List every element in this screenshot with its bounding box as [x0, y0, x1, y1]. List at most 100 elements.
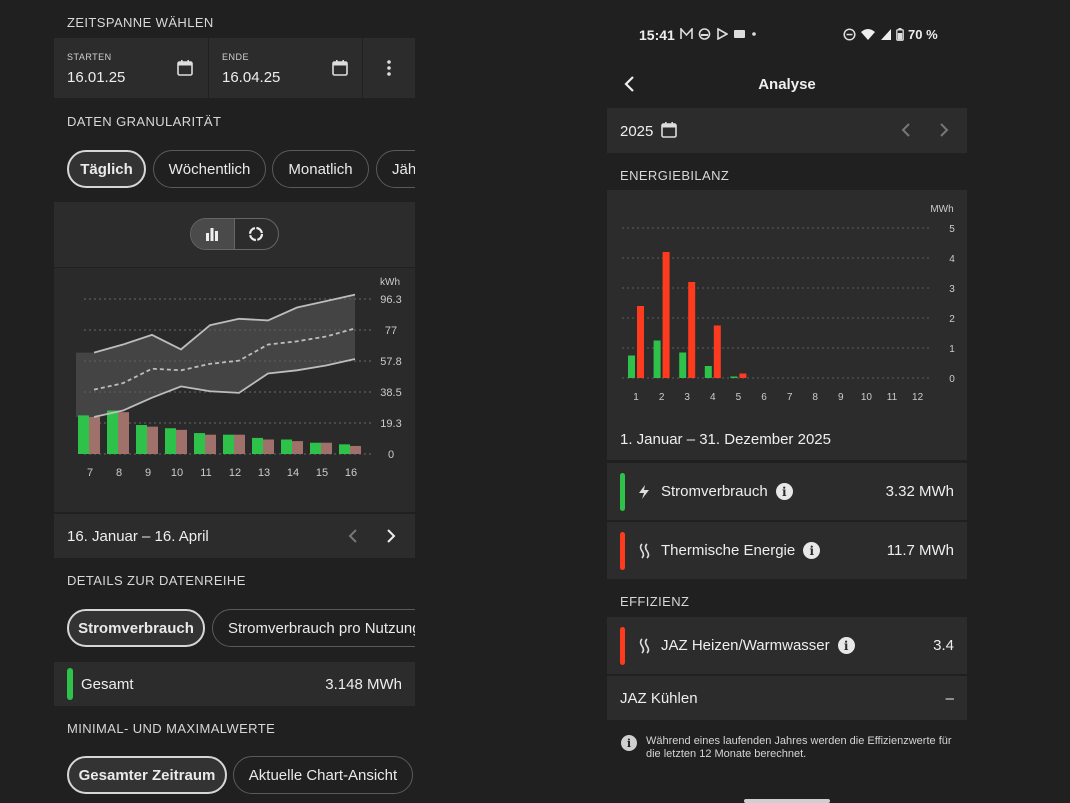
chevron-right-icon[interactable]: [384, 528, 398, 544]
calendar-icon[interactable]: [660, 121, 678, 139]
range-band: [76, 294, 355, 417]
jaz-heating-row[interactable]: JAZ Heizen/Warmwasser i 3.4: [607, 617, 967, 674]
bar-series-a: [310, 442, 321, 454]
info-icon[interactable]: i: [775, 483, 793, 500]
bar-series-b: [263, 439, 274, 454]
granularity-chips: Täglich Wöchentlich Monatlich Jäh: [54, 150, 415, 190]
minmax-title: MINIMAL- UND MAXIMALWERTE: [67, 721, 276, 736]
y-tick-label: 0: [388, 449, 394, 461]
x-tick-label: 15: [316, 467, 328, 479]
status-system-icons: 70 %: [843, 27, 938, 42]
year-selector: 2025: [607, 108, 967, 153]
bar-thermal: [713, 325, 721, 378]
heat-waves-icon: [639, 542, 650, 559]
x-tick-label: 8: [812, 392, 818, 403]
bar-thermal: [688, 282, 696, 378]
x-tick-label: 5: [736, 392, 742, 403]
bar-power: [730, 376, 738, 378]
signal-icon: [881, 29, 891, 40]
bar-power: [653, 340, 661, 378]
x-tick-label: 2: [659, 392, 665, 403]
bar-power: [628, 355, 635, 378]
jaz-cooling-label: JAZ Kühlen: [620, 689, 698, 707]
chevron-left-icon[interactable]: [899, 122, 913, 138]
chip-daily[interactable]: Täglich: [67, 150, 146, 188]
back-arrow-icon[interactable]: [622, 75, 636, 93]
series-title: DETAILS ZUR DATENREIHE: [67, 573, 246, 588]
calendar-icon[interactable]: [176, 59, 194, 77]
start-value: 16.01.25: [67, 69, 126, 86]
green-indicator: [620, 472, 625, 511]
more-menu-button[interactable]: [363, 38, 415, 98]
x-tick-label: 3: [684, 392, 690, 403]
jaz-heating-label: JAZ Heizen/Warmwasser: [661, 637, 830, 654]
bar-series-a: [136, 425, 147, 454]
chip-weekly[interactable]: Wöchentlich: [153, 150, 266, 188]
y-axis-unit: kWh: [380, 277, 400, 288]
x-tick-label: 10: [171, 467, 183, 479]
bar-series-b: [205, 434, 216, 454]
bar-series-a: [194, 433, 205, 454]
granularity-title: DATEN GRANULARITÄT: [67, 114, 222, 129]
green-indicator: [67, 668, 73, 700]
x-tick-label: 8: [116, 467, 122, 479]
chip-power-per-use[interactable]: Stromverbrauch pro Nutzung: [212, 609, 415, 647]
info-icon[interactable]: i: [803, 542, 821, 559]
chip-monthly[interactable]: Monatlich: [272, 150, 369, 188]
power-value: 3.32 MWh: [885, 483, 954, 500]
chip-power-consumption[interactable]: Stromverbrauch: [67, 609, 205, 647]
bar-chart-icon: [206, 228, 219, 241]
chevron-left-icon[interactable]: [346, 528, 360, 544]
chevron-right-icon[interactable]: [937, 122, 951, 138]
home-indicator: [744, 799, 830, 803]
x-tick-label: 14: [287, 467, 299, 479]
thermal-value: 11.7 MWh: [886, 542, 954, 559]
line-series: [93, 293, 356, 354]
power-row[interactable]: Stromverbrauch i 3.32 MWh: [607, 463, 967, 520]
start-date-field[interactable]: STARTEN 16.01.25: [54, 38, 208, 98]
x-tick-label: 6: [761, 392, 767, 403]
bar-series-a: [107, 410, 118, 454]
bar-power: [679, 352, 687, 378]
y-tick-label: 38.5: [380, 387, 401, 399]
consumption-chart-panel: kWh 96.3 77 57.8 38.5 19.3 0 7 8 9 10 11 12 13 14 15 16: [54, 268, 415, 512]
y-tick-label: 19.3: [380, 418, 401, 430]
donut-chart-toggle[interactable]: [235, 219, 279, 249]
app-icon: [698, 28, 711, 40]
thermal-row[interactable]: Thermische Energie i 11.7 MWh: [607, 522, 967, 579]
year-value[interactable]: 2025: [620, 123, 654, 140]
jaz-cooling-value: –: [945, 689, 954, 707]
bar-series-b: [350, 445, 361, 454]
x-tick-label: 1: [633, 392, 639, 403]
chip-full-period[interactable]: Gesamter Zeitraum: [67, 756, 227, 794]
do-not-disturb-icon: [843, 28, 856, 41]
period-label: 16. Januar – 16. April: [67, 528, 209, 545]
bar-series-b: [176, 429, 187, 454]
status-time: 15:41: [639, 27, 675, 43]
start-label: STARTEN: [67, 52, 112, 62]
efficiency-title: EFFIZIENZ: [620, 594, 690, 609]
bar-series-a: [339, 444, 350, 454]
bar-series-a: [281, 439, 292, 454]
red-indicator: [620, 626, 625, 665]
bar-chart-toggle[interactable]: [191, 219, 235, 249]
bar-thermal: [662, 252, 670, 378]
info-icon[interactable]: i: [837, 637, 855, 654]
time-range-title: ZEITSPANNE WÄHLEN: [67, 15, 214, 30]
mail-icon: [680, 28, 693, 39]
bar-series-b: [292, 441, 303, 454]
bar-power: [704, 366, 712, 378]
chip-yearly[interactable]: Jäh: [376, 150, 415, 188]
calendar-icon[interactable]: [331, 59, 349, 77]
total-label: Gesamt: [81, 676, 134, 693]
bar-series-b: [234, 434, 245, 454]
total-value: 3.148 MWh: [325, 676, 402, 693]
x-tick-label: 16: [345, 467, 357, 479]
bar-thermal: [739, 373, 747, 378]
chart-type-toggle: [190, 218, 279, 250]
chip-current-view[interactable]: Aktuelle Chart-Ansicht: [233, 756, 413, 794]
y-axis-unit: MWh: [930, 204, 953, 215]
end-date-field[interactable]: ENDE 16.04.25: [209, 38, 362, 98]
dot-icon: [752, 32, 756, 36]
